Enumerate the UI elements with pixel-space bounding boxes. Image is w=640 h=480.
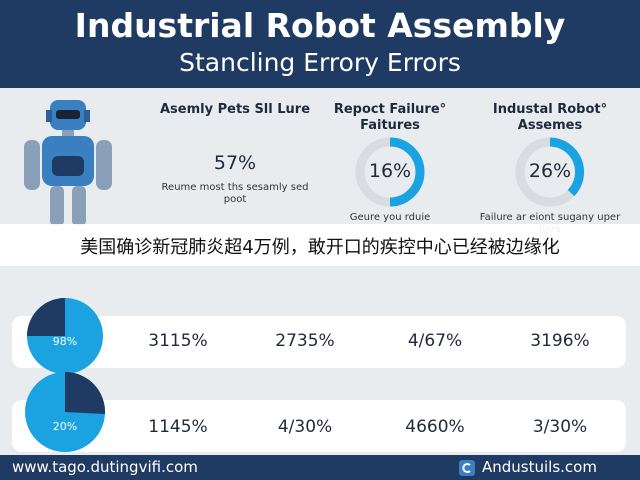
card-value: 57% [213,152,257,174]
title: Industrial Robot Assembly [74,6,566,45]
subtitle: Stancling Errory Errors [179,48,461,77]
cell: 4/67% [407,331,463,351]
cell: 2735% [275,331,335,351]
footer-icon [459,460,475,476]
card-description: Reume most ths sesamly sed poot [161,182,309,205]
row [12,316,626,368]
cell: 4/30% [277,417,333,437]
pie-label: 98% [52,335,78,348]
cell: 1145% [148,417,208,437]
banner [0,224,640,266]
footer-link[interactable]: Andustuils.com [482,458,597,476]
card-title: Industal Robot° Assemes [492,102,608,133]
card-description: Geure you rduie [349,212,431,223]
cell: 3/30% [532,417,588,437]
pie-label: 20% [52,420,78,433]
cell: 3115% [148,331,208,351]
ring [515,137,585,207]
card-title: Asemly Pets Sll Lure [160,102,311,117]
banner-text: 美国确诊新冠肺炎超4万例，敢开口的疾控中心已经被边缘化 [80,237,560,258]
footer [0,455,640,480]
pie [27,298,103,374]
card-value: 26% [528,160,572,182]
robot-illustration [24,100,112,226]
card-value: 16% [368,160,412,182]
footer-link[interactable]: www.tago.dutingvifi.com [12,458,198,476]
ring [355,137,425,207]
cell: 4660% [405,417,465,437]
card-title: Repoct Failure° Faitures [333,102,447,133]
row [12,400,626,452]
header [0,0,640,88]
pie [25,371,106,452]
cell: 3196% [530,331,590,351]
